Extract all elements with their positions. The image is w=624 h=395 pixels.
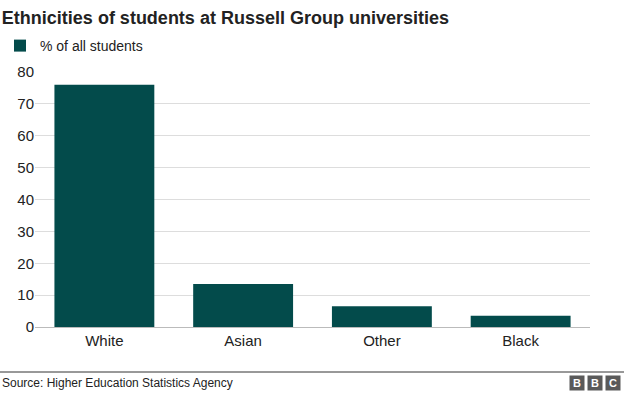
- svg-text:40: 40: [17, 191, 34, 208]
- svg-text:80: 80: [17, 63, 34, 80]
- svg-text:C: C: [609, 377, 617, 389]
- svg-text:Black: Black: [502, 332, 539, 349]
- svg-text:20: 20: [17, 255, 34, 272]
- svg-text:Other: Other: [363, 332, 401, 349]
- svg-text:0: 0: [26, 318, 34, 335]
- svg-text:% of all students: % of all students: [40, 38, 143, 54]
- svg-text:Asian: Asian: [224, 332, 262, 349]
- svg-text:60: 60: [17, 127, 34, 144]
- svg-text:B: B: [573, 377, 581, 389]
- svg-text:70: 70: [17, 95, 34, 112]
- svg-text:B: B: [591, 377, 599, 389]
- svg-text:Source: Higher Education Stati: Source: Higher Education Statistics Agen…: [2, 376, 233, 390]
- svg-text:White: White: [85, 332, 123, 349]
- svg-text:50: 50: [17, 159, 34, 176]
- svg-text:10: 10: [17, 286, 34, 303]
- svg-text:Ethnicities of students at Rus: Ethnicities of students at Russell Group…: [2, 8, 449, 28]
- svg-text:30: 30: [17, 223, 34, 240]
